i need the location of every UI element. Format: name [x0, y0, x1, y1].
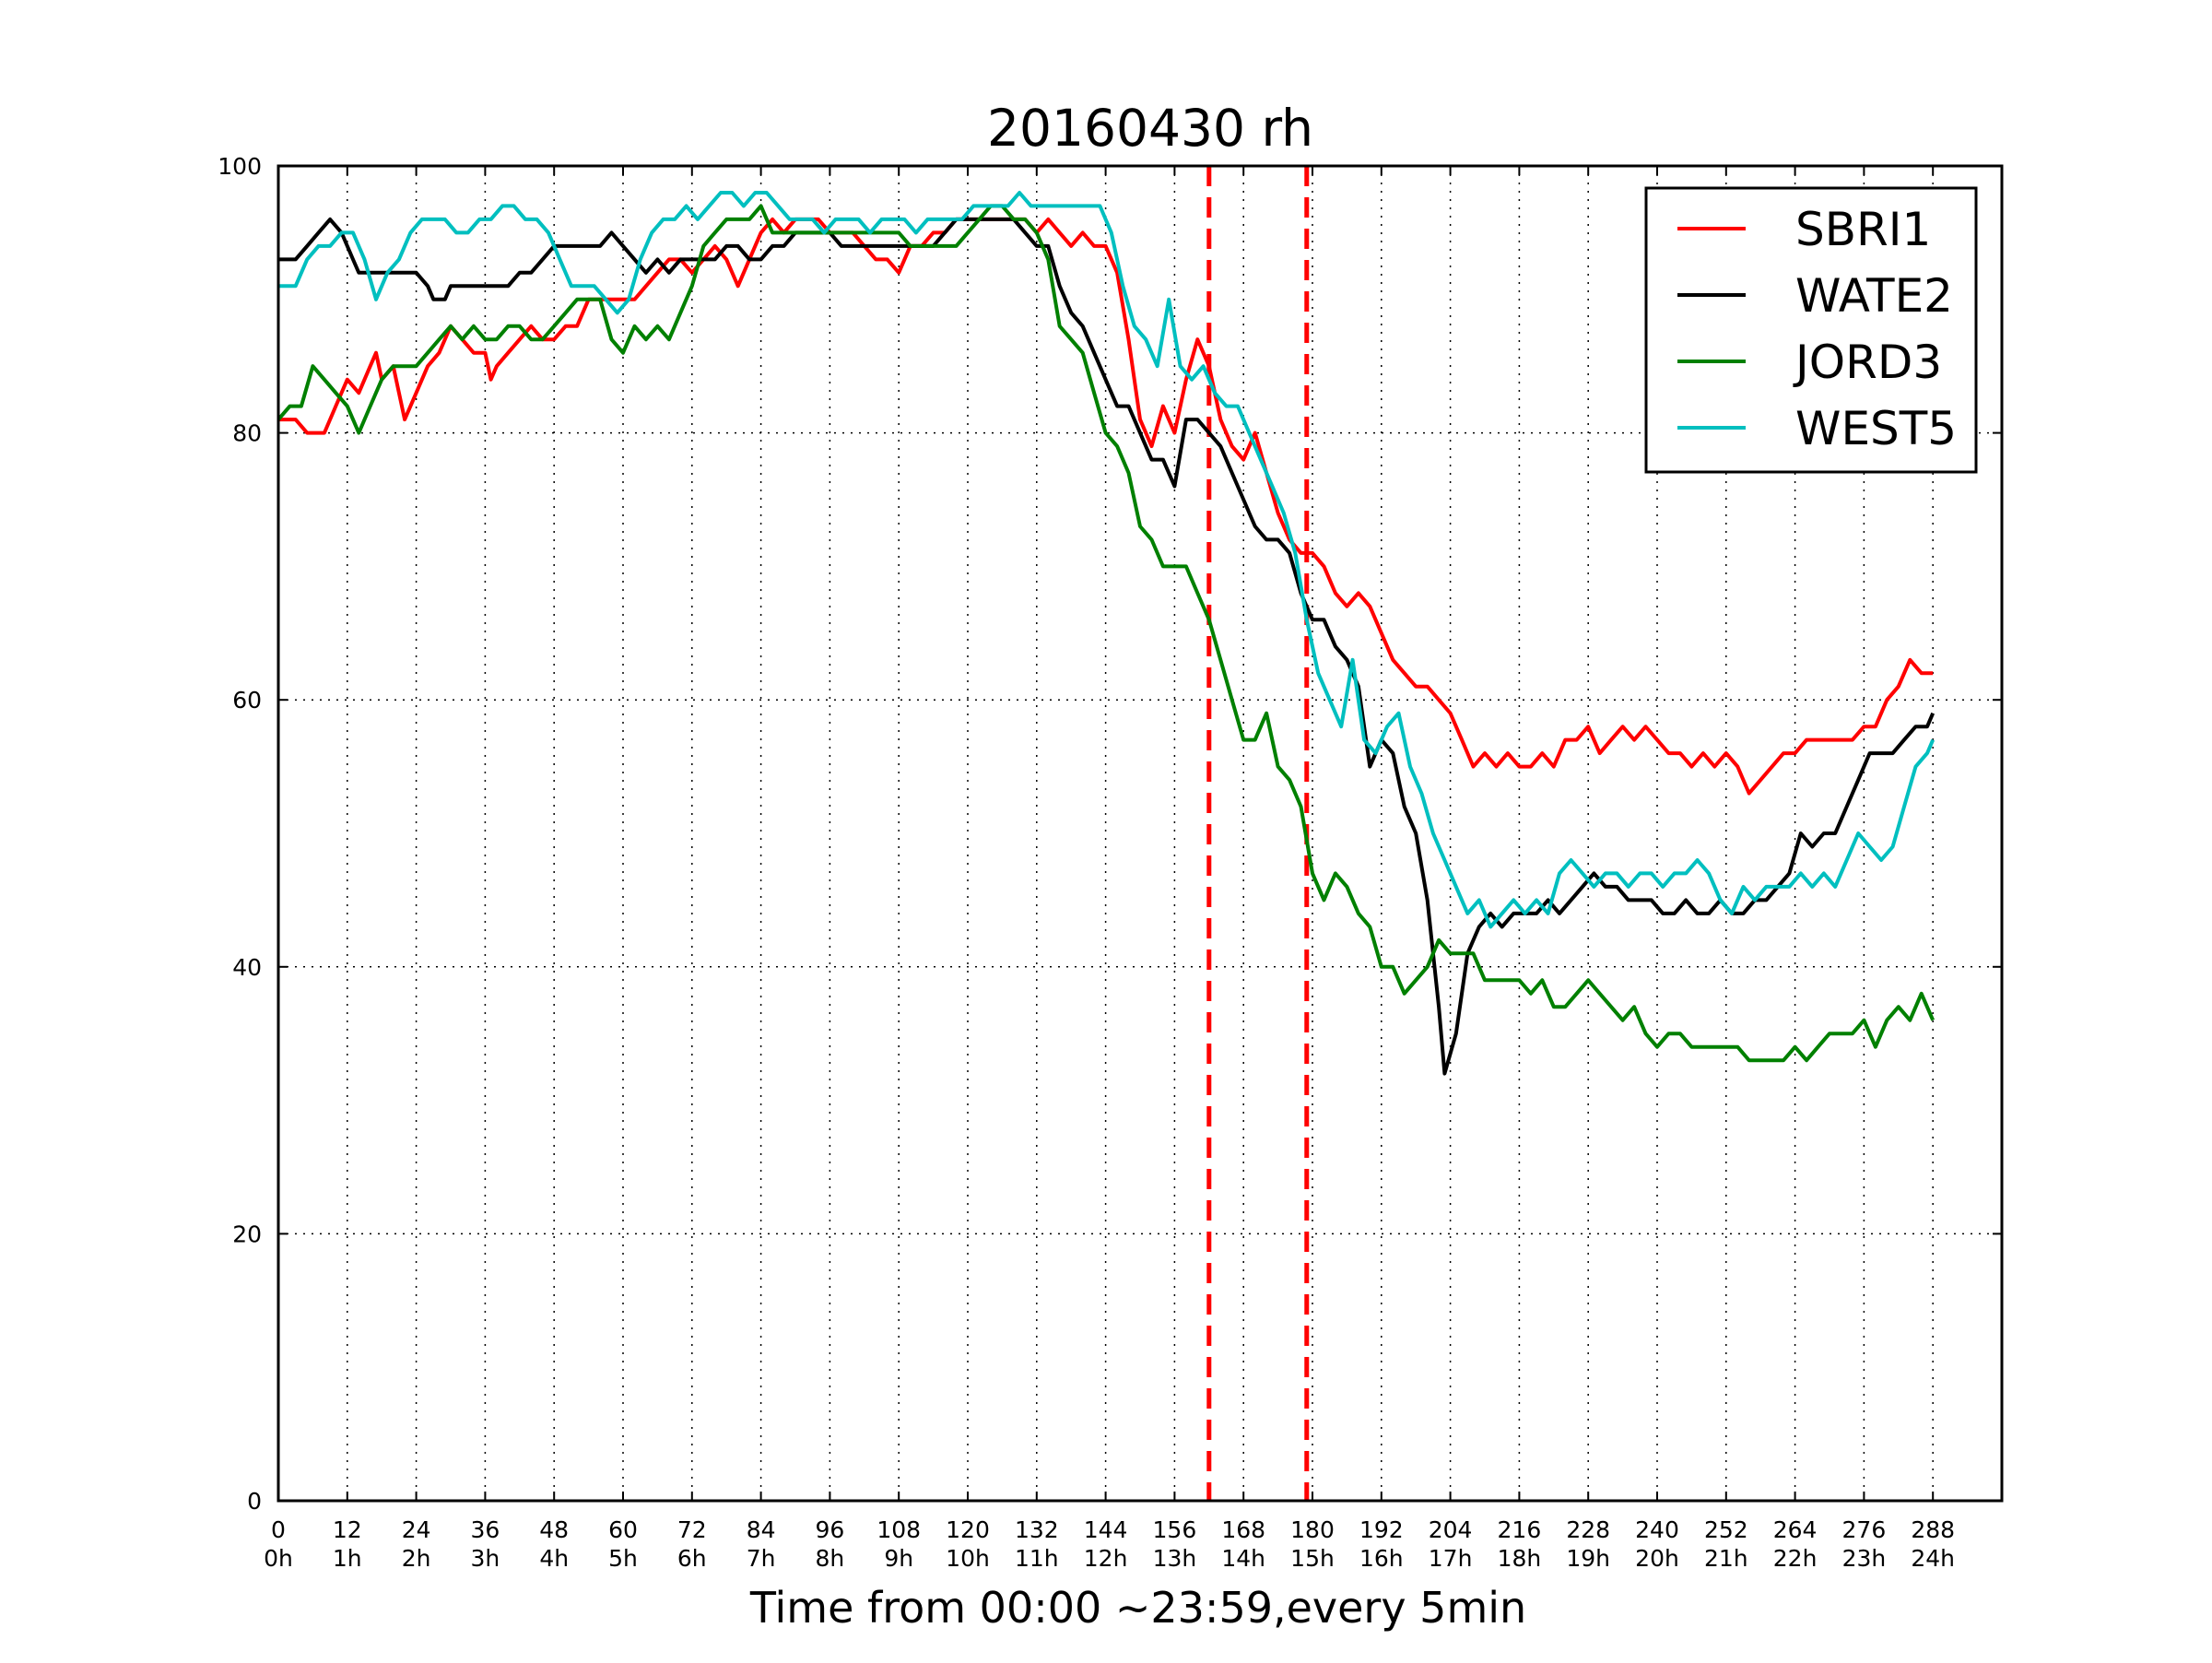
- x-tick-hour-label: 20h: [1635, 1545, 1679, 1572]
- legend-label-wate2: WATE2: [1795, 269, 1953, 323]
- x-tick-label: 216: [1498, 1516, 1542, 1543]
- x-tick-label: 228: [1566, 1516, 1610, 1543]
- y-tick-label: 0: [247, 1488, 262, 1515]
- x-tick-hour-label: 23h: [1842, 1545, 1887, 1572]
- x-tick-hour-label: 3h: [471, 1545, 500, 1572]
- x-tick-hour-label: 8h: [816, 1545, 845, 1572]
- grid-layer: [278, 166, 2002, 1501]
- x-tick-label: 96: [815, 1516, 844, 1543]
- series-line-jord3: [276, 204, 1936, 1063]
- x-tick-label: 24: [402, 1516, 431, 1543]
- x-tick-hour-label: 1h: [333, 1545, 362, 1572]
- x-tick-label: 12: [333, 1516, 362, 1543]
- x-tick-label: 264: [1773, 1516, 1818, 1543]
- x-tick-hour-label: 11h: [1015, 1545, 1059, 1572]
- x-tick-label: 252: [1704, 1516, 1748, 1543]
- series-line-wate2: [278, 217, 1936, 1076]
- x-tick-hour-label: 24h: [1911, 1545, 1955, 1572]
- x-tick-hour-label: 15h: [1290, 1545, 1335, 1572]
- x-tick-label: 276: [1842, 1516, 1887, 1543]
- legend-label-jord3: JORD3: [1793, 336, 1942, 389]
- y-axis-ticks: 0 20 40 60 80 100: [218, 153, 2002, 1515]
- y-tick-label: 40: [232, 954, 262, 981]
- legend-label-west5: WEST5: [1795, 402, 1957, 455]
- plot-frame: [276, 164, 2004, 1503]
- x-tick-hour-label: 19h: [1566, 1545, 1610, 1572]
- legend: SBRI1 WATE2 JORD3 WEST5: [1644, 186, 1978, 474]
- x-tick-label: 168: [1221, 1516, 1265, 1543]
- series-line-sbri1: [278, 217, 1934, 796]
- x-tick-label: 60: [608, 1516, 638, 1543]
- x-tick-hour-label: 22h: [1773, 1545, 1818, 1572]
- x-tick-hour-label: 21h: [1704, 1545, 1748, 1572]
- x-tick-label: 240: [1635, 1516, 1679, 1543]
- series-layer: [276, 191, 1936, 1076]
- x-tick-hour-label: 4h: [539, 1545, 569, 1572]
- y-tick-label: 60: [232, 687, 262, 714]
- x-tick-label: 0: [271, 1516, 286, 1543]
- x-tick-label: 36: [470, 1516, 500, 1543]
- x-tick-hour-label: 18h: [1498, 1545, 1542, 1572]
- series-line-west5: [278, 191, 1936, 929]
- vertical-markers: [1206, 166, 1310, 1501]
- y-tick-label: 20: [232, 1221, 262, 1247]
- x-tick-hour-label: 10h: [946, 1545, 990, 1572]
- x-tick-hour-label: 9h: [884, 1545, 913, 1572]
- x-tick-label: 180: [1290, 1516, 1335, 1543]
- y-tick-label: 100: [218, 153, 262, 180]
- x-tick-hour-label: 5h: [608, 1545, 638, 1572]
- x-tick-label: 72: [677, 1516, 707, 1543]
- x-axis-label: Time from 00:00 ~23:59,every 5min: [749, 1583, 1526, 1633]
- x-tick-label: 108: [877, 1516, 921, 1543]
- x-tick-hour-label: 7h: [747, 1545, 776, 1572]
- chart-title: 20160430 rh: [987, 99, 1313, 158]
- x-tick-label: 156: [1153, 1516, 1197, 1543]
- legend-box: [1644, 186, 1978, 474]
- x-tick-label: 120: [946, 1516, 990, 1543]
- x-tick-hour-label: 2h: [402, 1545, 431, 1572]
- x-tick-label: 132: [1015, 1516, 1059, 1543]
- y-tick-label: 80: [232, 420, 262, 447]
- x-tick-hour-label: 16h: [1359, 1545, 1404, 1572]
- x-tick-label: 84: [747, 1516, 776, 1543]
- x-tick-label: 204: [1429, 1516, 1473, 1543]
- x-tick-label: 192: [1359, 1516, 1404, 1543]
- x-tick-hour-label: 0h: [264, 1545, 293, 1572]
- x-tick-label: 288: [1911, 1516, 1955, 1543]
- legend-label-sbri1: SBRI1: [1795, 203, 1931, 256]
- x-tick-label: 48: [539, 1516, 569, 1543]
- x-tick-hour-label: 13h: [1153, 1545, 1197, 1572]
- x-tick-hour-label: 6h: [677, 1545, 707, 1572]
- x-tick-hour-label: 17h: [1429, 1545, 1473, 1572]
- x-tick-hour-label: 12h: [1084, 1545, 1128, 1572]
- x-tick-label: 144: [1084, 1516, 1128, 1543]
- x-tick-hour-label: 14h: [1221, 1545, 1265, 1572]
